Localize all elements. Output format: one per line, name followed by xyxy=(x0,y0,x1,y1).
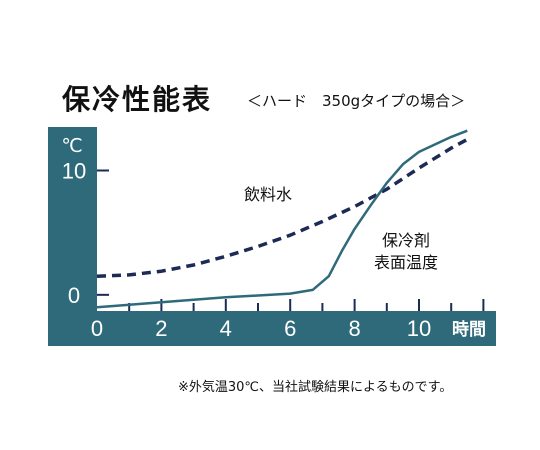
y-axis-label: ℃ xyxy=(61,135,82,157)
series-group xyxy=(96,129,469,309)
x-axis-label: 時間 xyxy=(452,319,486,340)
series-line-beverage xyxy=(96,137,469,278)
series-label-surface-line: 保冷剤 xyxy=(382,231,430,250)
x-tick-label: 10 xyxy=(407,316,431,341)
page-subtitle: ＜ハード 350gタイプの場合＞ xyxy=(247,92,466,110)
plot-area xyxy=(97,127,496,311)
x-tick-label: 2 xyxy=(155,316,167,341)
footnote: ※外気温30℃、当社試験結果によるものです。 xyxy=(178,380,453,395)
series-label-beverage: 飲料水 xyxy=(244,185,292,204)
x-tick-label: 0 xyxy=(91,316,103,341)
axis-ticks xyxy=(97,169,485,311)
series-line-surface xyxy=(96,129,468,309)
axis-labels: 0 2 4 6 8 10 時間 ℃ 0 10 xyxy=(61,135,486,341)
page-title: 保冷性能表 xyxy=(62,83,213,116)
x-tick-label: 8 xyxy=(348,316,360,341)
series-label-surface-line: 表面温度 xyxy=(374,253,438,272)
y-tick-label: 0 xyxy=(68,283,80,308)
x-tick-label: 6 xyxy=(284,316,296,341)
x-tick-label: 4 xyxy=(220,316,232,341)
y-tick-label: 10 xyxy=(62,159,86,184)
